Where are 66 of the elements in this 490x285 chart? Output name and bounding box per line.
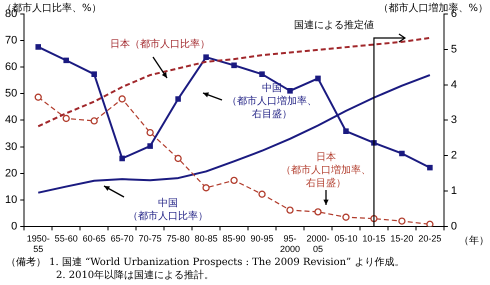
x-tick-label: 75-80 [166, 233, 190, 244]
point [34, 94, 42, 101]
point [286, 206, 294, 214]
point [118, 95, 126, 103]
point [315, 76, 321, 82]
y2-tick-label: 2 [450, 150, 458, 162]
x-tick-label: 55-60 [54, 233, 78, 244]
x-tick-label: 85-90 [222, 233, 246, 244]
point [146, 128, 154, 136]
point [202, 184, 210, 192]
y-tick-label: 60 [4, 61, 18, 74]
y-tick-label: 30 [4, 140, 18, 153]
point [203, 54, 209, 60]
x-tick-label: 65-70 [110, 233, 134, 244]
y2-tick-label: 1 [450, 185, 458, 198]
x-tick-label: 1950-55 [26, 233, 50, 254]
series-label: 中国（都市人口増加率、右目盛） [227, 82, 317, 120]
series-label: 日本（都市人口比率） [110, 38, 210, 50]
point [398, 217, 406, 225]
y2-tick-label: 5 [450, 43, 458, 56]
point [314, 208, 322, 216]
x-tick-label: 70-75 [138, 233, 162, 244]
x-tick-label: 15-20 [390, 233, 414, 244]
point [259, 71, 265, 77]
point [427, 164, 433, 170]
x-tick-label: 60-65 [82, 233, 106, 244]
y-tick-label: 20 [4, 167, 18, 180]
point [174, 154, 182, 162]
y2-tick-label: 3 [450, 114, 458, 126]
point [35, 44, 41, 50]
point [230, 176, 238, 184]
y-tick-label: 0 [11, 220, 18, 232]
y2-tick-label: 0 [450, 220, 458, 232]
point [426, 220, 434, 226]
point [91, 71, 97, 77]
text: 2. 2010年以降は国連による推計。 [55, 269, 216, 282]
x-tick-label: 80-85 [194, 233, 218, 244]
point [231, 62, 237, 68]
y-tick-label: 40 [4, 114, 18, 126]
series-label: 日本（都市人口増加率、右目盛） [281, 151, 371, 189]
point [258, 190, 266, 198]
ref-line-label: 国連による推定値 [294, 19, 374, 31]
point [62, 114, 70, 122]
y-tick-label: 70 [4, 34, 18, 47]
x-tick-label: 20-25 [418, 233, 442, 244]
text: （備考） 1. 国連 “World Urbanization Prospects : The 2009 Revision” より作成。 [6, 256, 404, 269]
point [63, 58, 69, 64]
point [90, 117, 98, 125]
x-axis-title: （年） [459, 234, 489, 246]
x-tick-label: 2000-05 [306, 233, 330, 254]
x-tick-label: 05-10 [334, 233, 358, 244]
x-tick-label: 95-2000 [280, 233, 300, 254]
series-label: 中国（都市人口比率） [128, 197, 208, 222]
point [175, 96, 181, 102]
point [147, 143, 153, 149]
point [399, 150, 405, 156]
line-series [37, 36, 431, 128]
point [119, 156, 125, 162]
y-tick-label: 10 [4, 194, 18, 206]
x-tick-label: 10-15 [362, 233, 386, 244]
y-tick-label: 50 [4, 88, 18, 100]
x-tick-label: 90-95 [250, 233, 274, 244]
point [287, 88, 293, 94]
y2-tick-label: 4 [450, 78, 458, 91]
point [343, 128, 349, 134]
point [342, 214, 350, 221]
